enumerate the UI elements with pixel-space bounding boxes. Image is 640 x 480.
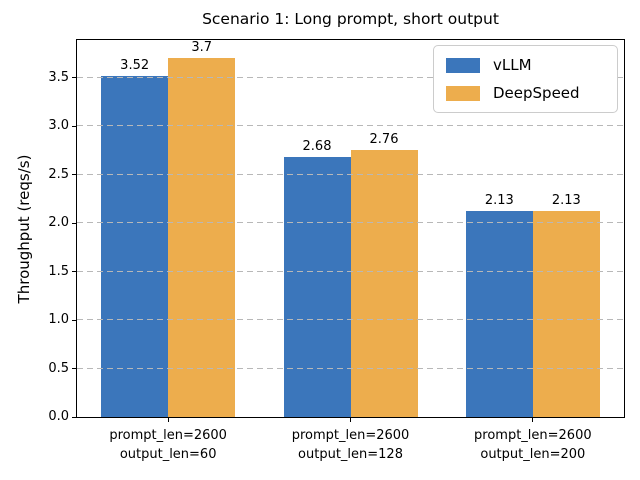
gridline-y-2.5 xyxy=(77,173,624,175)
x-tick-label-group0-line0: prompt_len=2600 xyxy=(109,428,227,443)
legend-entry-deepspeed: DeepSpeed xyxy=(446,84,605,102)
y-tick-mark-1.0 xyxy=(72,319,76,321)
y-tick-label-3.0: 3.0 xyxy=(48,118,69,134)
x-tick-label-group0-line1: output_len=60 xyxy=(119,446,217,462)
y-tick-label-2.0: 2.0 xyxy=(48,215,69,231)
legend-label-vllm: vLLM xyxy=(493,56,532,74)
y-tick-mark-0.0 xyxy=(72,416,76,418)
gridline-y-1.5 xyxy=(77,270,624,272)
bar-value-label-deepspeed-group1: 2.76 xyxy=(369,131,399,147)
bar-vllm-group2 xyxy=(465,210,533,417)
legend-swatch-deepspeed xyxy=(446,85,480,101)
y-tick-mark-1.5 xyxy=(72,271,76,273)
y-tick-mark-3.5 xyxy=(72,77,76,79)
y-tick-label-1.0: 1.0 xyxy=(48,312,69,328)
bar-value-label-vllm-group1: 2.68 xyxy=(302,139,332,155)
x-tick-mark-group1 xyxy=(350,418,351,422)
bar-deepspeed-group2 xyxy=(532,210,600,417)
x-tick-label-group2: prompt_len=2600 output_len=200 xyxy=(441,427,625,464)
bar-value-label-deepspeed-group2: 2.13 xyxy=(551,192,581,208)
gridline-y-3 xyxy=(77,125,624,127)
legend-swatch-vllm xyxy=(446,57,480,73)
x-tick-label-group2-line1: output_len=200 xyxy=(480,446,586,462)
y-tick-mark-3.0 xyxy=(72,125,76,127)
legend-entry-vllm: vLLM xyxy=(446,56,605,74)
x-tick-label-group1: prompt_len=2600 output_len=128 xyxy=(259,427,443,464)
y-tick-label-3.5: 3.5 xyxy=(48,69,69,85)
gridline-y-3.5 xyxy=(77,76,624,78)
chart-title: Scenario 1: Long prompt, short output xyxy=(202,10,499,28)
y-tick-mark-2.5 xyxy=(72,174,76,176)
x-tick-label-group1-line1: output_len=128 xyxy=(298,446,403,462)
y-tick-label-1.5: 1.5 xyxy=(48,263,69,279)
bar-value-label-deepspeed-group0: 3.7 xyxy=(191,40,212,56)
gridline-y-0.5 xyxy=(77,367,624,369)
bar-value-label-vllm-group0: 3.52 xyxy=(120,57,150,73)
y-tick-label-2.5: 2.5 xyxy=(48,166,69,182)
legend-label-deepspeed: DeepSpeed xyxy=(493,84,580,102)
y-tick-mark-0.5 xyxy=(72,368,76,370)
bar-deepspeed-group1 xyxy=(350,149,418,417)
bar-deepspeed-group0 xyxy=(168,58,236,417)
y-tick-label-0.0: 0.0 xyxy=(48,409,69,424)
gridline-y-1 xyxy=(77,319,624,321)
x-tick-label-group1-line0: prompt_len=2600 xyxy=(291,428,410,443)
legend: vLLM DeepSpeed xyxy=(433,45,618,113)
y-tick-label-0.5: 0.5 xyxy=(48,360,69,376)
bar-vllm-group1 xyxy=(283,157,351,417)
x-tick-label-group2-line0: prompt_len=2600 xyxy=(474,428,592,443)
y-tick-mark-2.0 xyxy=(72,222,76,224)
bar-vllm-group0 xyxy=(101,75,169,417)
x-tick-mark-group2 xyxy=(532,418,534,422)
x-tick-label-group0: prompt_len=2600 output_len=60 xyxy=(76,427,260,464)
bar-value-label-vllm-group2: 2.13 xyxy=(484,192,514,208)
x-tick-mark-group0 xyxy=(167,418,169,422)
gridline-y-2 xyxy=(77,222,624,224)
